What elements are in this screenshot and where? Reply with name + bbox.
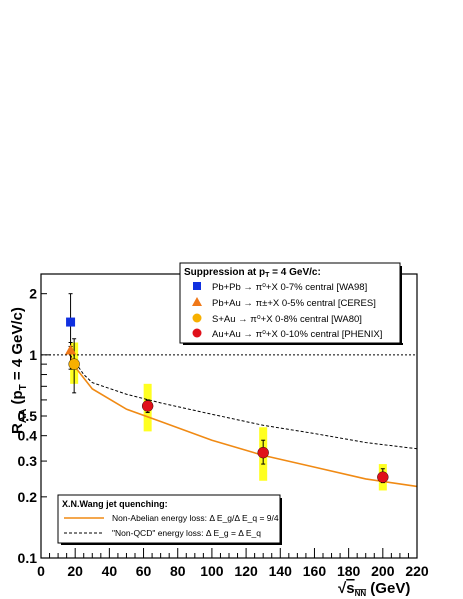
y-tick-label: 1 (29, 347, 37, 363)
x-tick-label: 40 (102, 563, 118, 579)
legend-entry-non-abelian: Non-Abelian energy loss: Δ E_g/Δ E_q = 9… (112, 513, 279, 523)
non-abelian-curve (69, 354, 418, 488)
legend-square-marker (193, 282, 201, 290)
data-point-circle (68, 358, 80, 370)
x-tick-label: 100 (200, 563, 224, 579)
y-tick-label: 0.5 (18, 408, 38, 424)
legend-bottom: X.N.Wang jet quenching: Non-Abelian ener… (57, 494, 282, 545)
data-points (65, 317, 389, 483)
x-tick-label: 80 (170, 563, 186, 579)
legend-entry-wa98: Pb+Pb → π⁰+X 0-7% central [WA98] (212, 282, 367, 293)
x-tick-label: 120 (234, 563, 258, 579)
legend-bottom-title: X.N.Wang jet quenching: (62, 499, 168, 509)
y-tick-label: 0.3 (18, 453, 38, 469)
data-point-triangle (65, 344, 77, 355)
data-point-circle (257, 446, 269, 459)
x-tick-label: 200 (371, 563, 395, 579)
x-tick-label: 180 (337, 563, 361, 579)
x-tick-label: 160 (303, 563, 327, 579)
x-axis-label: √sNN (GeV) (338, 580, 410, 598)
y-ticks: 0.1 0.2 0.3 0.4 0.5 1 2 (18, 286, 51, 566)
y-tick-label: 0.4 (18, 428, 38, 444)
theory-curves (69, 354, 418, 488)
x-tick-label: 60 (136, 563, 152, 579)
x-tick-label: 0 (37, 563, 45, 579)
legend-top-title: Suppression at pT = 4 GeV/c: (184, 267, 321, 279)
data-point-circle (141, 400, 154, 412)
y-tick-label: 0.2 (18, 489, 38, 505)
y-tick-label: 0.1 (18, 550, 38, 566)
legend-circle-marker-red (192, 328, 202, 338)
legend-entry-wa80: S+Au → π⁰+X 0-8% central [WA80] (212, 314, 362, 325)
y-axis-label: RAA (pT = 4 GeV/c) (9, 307, 29, 434)
x-tick-label: 20 (67, 563, 83, 579)
data-point-circle (377, 471, 389, 483)
systematic-bands (70, 342, 387, 491)
y-tick-label: 2 (29, 286, 37, 302)
legend-bottom-box (57, 494, 281, 544)
legend-top-box (179, 262, 401, 344)
x-tick-label: 220 (405, 563, 429, 579)
legend-entry-phenix: Au+Au → π⁰+X 0-10% central [PHENIX] (212, 329, 382, 340)
legend-entry-non-qcd: "Non-QCD" energy loss: Δ E_g = Δ E_q (112, 528, 261, 538)
legend-triangle-marker (192, 297, 202, 306)
x-ticks: 0 20 40 60 80 100 120 140 160 180 200 220 (37, 548, 429, 579)
non-qcd-curve (69, 354, 418, 450)
data-point-square (66, 317, 76, 327)
x-tick-label: 140 (269, 563, 293, 579)
legend-circle-marker-yellow (192, 313, 202, 323)
legend-top: Suppression at pT = 4 GeV/c: Pb+Pb → π⁰+… (179, 262, 403, 345)
legend-entry-ceres: Pb+Au → π±+X 0-5% central [CERES] (212, 298, 376, 309)
